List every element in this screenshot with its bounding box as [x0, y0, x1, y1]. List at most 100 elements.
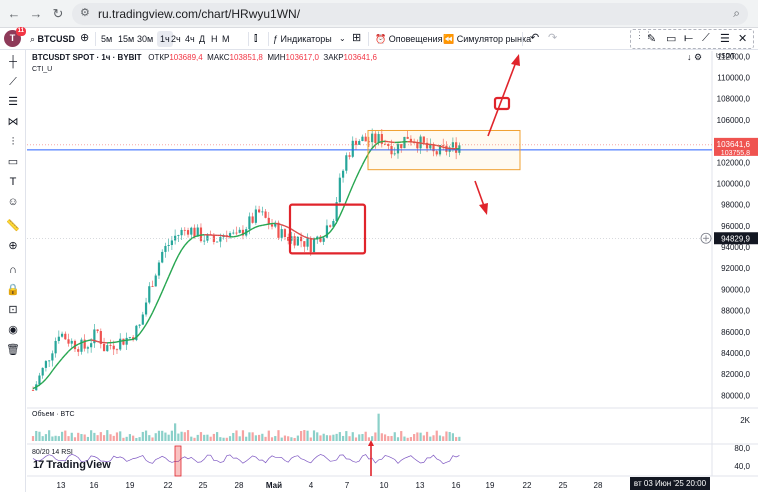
smooth-indicator-segment — [42, 378, 47, 383]
site-info-icon[interactable]: ⚙ — [80, 7, 90, 19]
drag-handle-icon[interactable]: ⋮⋮ — [635, 30, 653, 40]
up-arrow-head — [511, 54, 520, 66]
smooth-indicator-segment — [374, 142, 380, 146]
forward-icon[interactable]: → — [29, 6, 43, 21]
y-tick-label: 98000,0 — [721, 201, 750, 210]
candle-body — [70, 340, 73, 344]
volume-bar — [135, 437, 138, 441]
trend-line-icon[interactable]: ⟋ — [702, 32, 710, 44]
timeframe-1[interactable]: 15м — [118, 34, 135, 44]
candle-body — [170, 240, 173, 246]
volume-bar — [448, 431, 451, 441]
candle-style-icon[interactable]: ⫾ — [254, 32, 258, 44]
candle-body — [361, 136, 364, 142]
divider — [268, 32, 269, 46]
volume-bar — [451, 433, 454, 441]
reload-icon[interactable]: ↻ — [52, 6, 64, 21]
trend-line-tool-icon[interactable]: ⟋ — [9, 76, 17, 88]
volume-bar — [322, 433, 325, 441]
smooth-indicator-segment — [262, 223, 266, 226]
timeframe-6[interactable]: Д — [199, 34, 206, 44]
timeframe-3[interactable]: 1ч — [157, 31, 173, 47]
candle-body — [267, 217, 270, 225]
candle-body — [235, 232, 238, 234]
avatar[interactable]: T 11 — [4, 27, 26, 47]
templates-icon[interactable]: ⊞ — [352, 32, 362, 44]
volume-bar — [445, 431, 448, 441]
divider — [95, 32, 96, 46]
avatar-letter: T — [9, 33, 16, 43]
brush-icon[interactable]: ✎ — [647, 33, 657, 45]
up-arrow-line — [487, 61, 517, 137]
indicators-button[interactable]: ƒ Индикаторы — [273, 31, 332, 47]
down-arrow-head — [479, 203, 488, 215]
url-text[interactable]: ru.tradingview.com/chart/HRwyu1WN/ — [98, 7, 301, 21]
currency-label[interactable]: USDT — [716, 53, 736, 60]
crosshair-icon[interactable]: ┼ — [9, 56, 17, 68]
fib-tool-icon[interactable]: ☰ — [8, 96, 18, 108]
timeframe-0[interactable]: 5м — [101, 34, 113, 44]
trash-icon[interactable]: ✕ — [738, 33, 748, 45]
magnet-icon[interactable]: ∩ — [9, 264, 17, 276]
candle-body — [99, 331, 102, 344]
replay-button[interactable]: ⏪ Симулятор рынка — [443, 31, 531, 47]
smooth-indicator-segment — [317, 237, 321, 240]
rsi-pane-label[interactable]: 80/20 14 RSI — [32, 449, 73, 456]
volume-bar — [438, 435, 442, 441]
volume-pane-label[interactable]: Объем · BTC — [32, 411, 75, 418]
horizontal-ray-icon[interactable]: ⟝ — [684, 32, 694, 44]
emoji-tool-icon[interactable]: ☺ — [7, 196, 19, 208]
pattern-tool-icon[interactable]: ⋈ — [7, 116, 19, 128]
rectangle-icon[interactable]: ▭ — [666, 33, 677, 45]
smooth-indicator-segment — [51, 366, 57, 372]
candle-body — [115, 349, 119, 351]
volume-bar — [128, 434, 131, 441]
timeframe-8[interactable]: М — [222, 34, 230, 44]
candle-body — [387, 143, 390, 147]
smooth-indicator-segment — [358, 164, 364, 172]
candle-body — [180, 229, 183, 236]
alerts-button[interactable]: ⏰ Оповещения — [375, 31, 442, 47]
volume-bar — [254, 435, 257, 441]
redo-icon[interactable]: ↷ — [548, 32, 558, 44]
candle-body — [290, 236, 293, 241]
smooth-indicator-segment — [187, 238, 192, 243]
lock-drawings-icon[interactable]: 🔒 — [6, 284, 20, 296]
candle-body — [138, 324, 141, 326]
volume-bar — [144, 430, 148, 441]
shape-tool-icon[interactable]: ▭ — [7, 156, 19, 168]
compare-symbol-icon[interactable]: ⊕ — [80, 32, 90, 44]
undo-icon[interactable]: ↶ — [530, 32, 540, 44]
x-tick-label: 16 — [452, 481, 461, 490]
zoom-icon[interactable]: ⌕ — [733, 6, 740, 20]
symbol-search-button[interactable]: ⌕ BTCUSD — [30, 31, 75, 47]
indicator-label[interactable]: CTI_U — [32, 66, 53, 73]
y-tick-label: 108000,0 — [717, 95, 751, 104]
volume-bar — [455, 437, 458, 441]
candle-body — [438, 144, 442, 155]
timeframe-7[interactable]: Н — [211, 34, 218, 44]
candle-body — [296, 236, 299, 246]
legend-symbol-title[interactable]: BTCUSDT SPOT · 1ч · BYBIT — [32, 53, 142, 62]
fib-icon[interactable]: ☰ — [720, 33, 730, 45]
back-icon[interactable]: ← — [7, 6, 21, 21]
ruler-icon[interactable]: 📏 — [6, 220, 20, 232]
timeframe-5[interactable]: 4ч — [185, 34, 195, 44]
volume-bar — [80, 434, 83, 441]
eye-icon[interactable]: ◉ — [8, 324, 18, 336]
volume-bar — [316, 432, 319, 441]
x-tick-label: 7 — [345, 481, 350, 490]
address-bar[interactable]: ⚙ ru.tradingview.com/chart/HRwyu1WN/ ⌕ — [72, 3, 748, 25]
text-tool-icon[interactable]: T — [9, 176, 17, 188]
timeframe-2[interactable]: 30м — [137, 34, 154, 44]
trash-can-icon[interactable]: 🗑 — [6, 344, 20, 356]
candle-body — [335, 202, 338, 221]
timeframe-4[interactable]: 2ч — [171, 34, 181, 44]
chevron-down-icon[interactable]: ⌄ — [339, 34, 346, 43]
lock-icon[interactable]: ⊡ — [8, 304, 18, 316]
projection-tool-icon[interactable]: ⫶ — [11, 136, 15, 148]
scale-menu-icons[interactable]: ↓ ⚙ — [687, 52, 703, 62]
zoom-in-icon[interactable]: ⊕ — [8, 240, 18, 252]
candle-body — [270, 224, 274, 227]
